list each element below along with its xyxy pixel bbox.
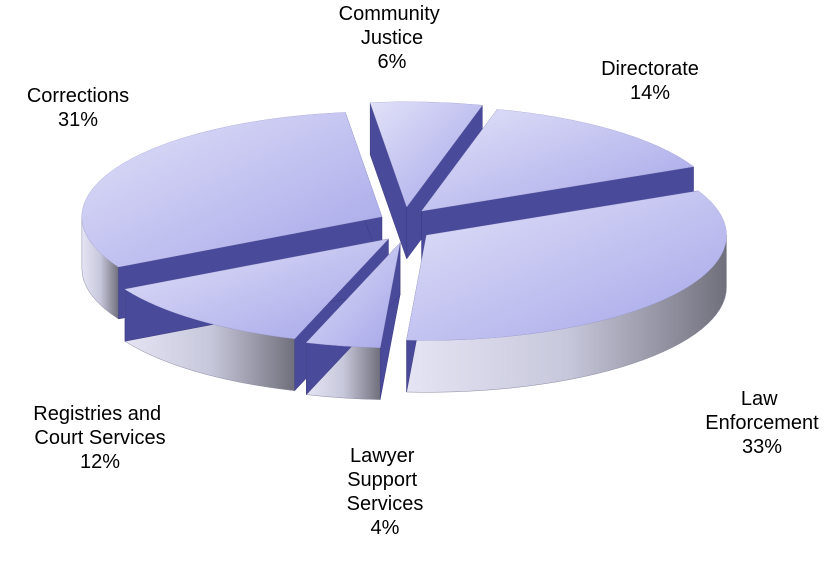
label-line: Law [741, 388, 783, 410]
value-label: 14% [630, 82, 670, 104]
value-label: 6% [378, 51, 407, 73]
label-line: Enforcement [705, 412, 819, 434]
slice-label: Law Enforcement [705, 388, 819, 434]
slice-shine [306, 242, 401, 348]
label-line: Lawyer [350, 445, 420, 467]
label-line: Justice [361, 27, 423, 49]
slice-shine [421, 109, 694, 212]
value-label: 4% [371, 517, 400, 539]
slices [81, 101, 727, 400]
slice-shine [406, 190, 727, 341]
label-line: Community [339, 3, 446, 25]
label-line: Corrections [27, 85, 129, 107]
value-label: 31% [58, 109, 98, 131]
slice-shine [81, 112, 382, 267]
slice-label: Corrections [27, 85, 129, 107]
label-line: Court Services [34, 427, 165, 449]
slice-label: Registries and Court Services [33, 403, 166, 449]
label-line: Support [347, 469, 423, 491]
slice-shine [370, 101, 483, 207]
slice-label: Community Justice [339, 3, 446, 49]
label-line: Registries and [33, 403, 166, 425]
slice-label: Lawyer Support Services [347, 445, 424, 515]
slice-shine [124, 238, 389, 339]
slice-label: Directorate [601, 58, 699, 80]
label-line: Directorate [601, 58, 699, 80]
value-label: 12% [80, 451, 120, 473]
value-label: 33% [742, 436, 782, 458]
label-line: Services [347, 493, 424, 515]
